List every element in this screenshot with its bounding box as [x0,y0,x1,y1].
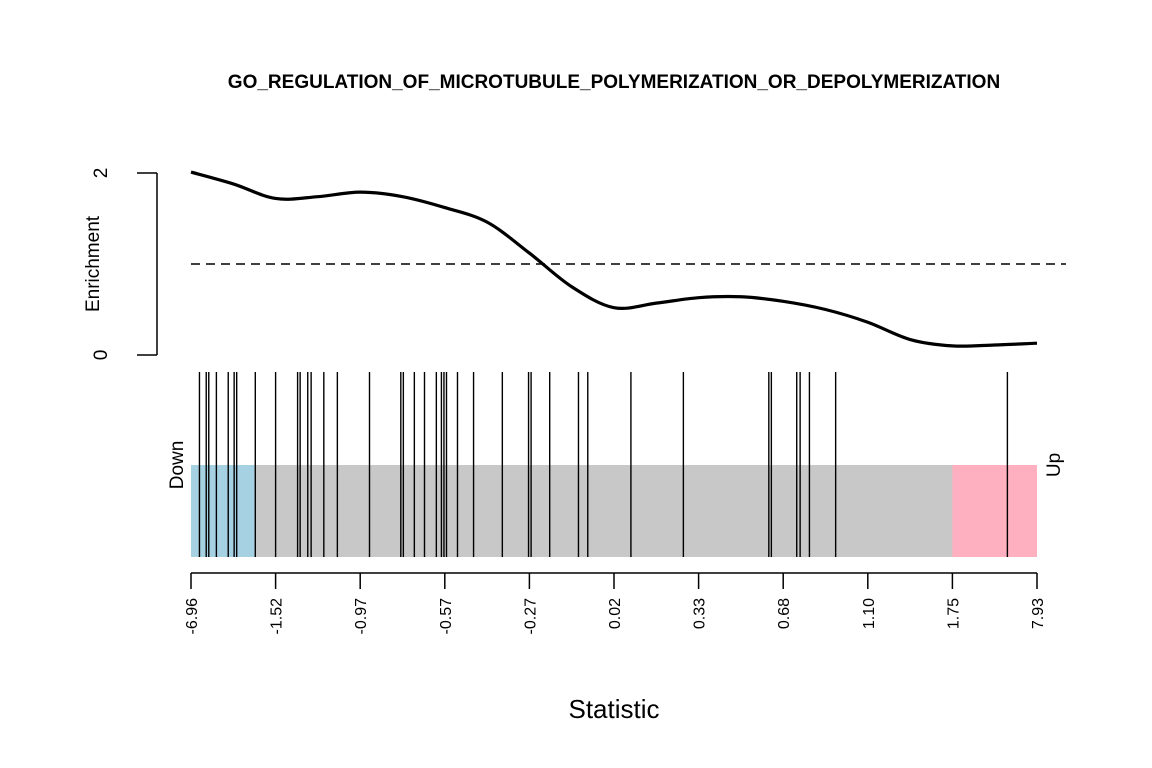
x-tick-label: -0.97 [353,598,370,635]
x-tick-label: 7.93 [1030,598,1047,629]
x-axis-ticks: -6.96 -1.52 -0.97 -0.57 -0.27 0.02 0.33 0.68 1.1… [184,573,1047,634]
x-tick-label: 0.68 [776,598,793,629]
x-axis: -6.96 -1.52 -0.97 -0.57 -0.27 0.02 0.33 0.68 1.1… [184,572,1047,724]
x-tick-label: -1.52 [269,598,286,635]
y-tick-label: 0 [91,350,112,361]
down-label: Down [167,441,188,490]
barcode-panel: Down Up [167,372,1065,557]
x-tick-label: -0.57 [438,598,455,635]
y-axis-label: Enrichment [83,215,104,312]
y-axis-ticks: 02 [91,168,157,361]
up-label: Up [1044,453,1065,477]
down-region [191,465,255,557]
x-tick-label: 0.02 [607,598,624,629]
y-tick-label: 2 [91,168,112,179]
x-tick-label: 1.10 [861,598,878,629]
x-tick-label: -6.96 [184,598,201,635]
enrichment-curve [190,170,1038,348]
x-tick-label: 0.33 [692,598,709,629]
x-axis-label: Statistic [568,694,659,724]
enrichment-panel: 02 Enrichment [83,168,1066,361]
x-tick-label: 1.75 [945,598,962,629]
neutral-region [191,465,1037,557]
up-region [952,465,1037,557]
x-tick-label: -0.27 [522,598,539,635]
barcode-lines [198,372,1009,557]
chart-title: GO_REGULATION_OF_MICROTUBULE_POLYMERIZAT… [228,72,1000,93]
